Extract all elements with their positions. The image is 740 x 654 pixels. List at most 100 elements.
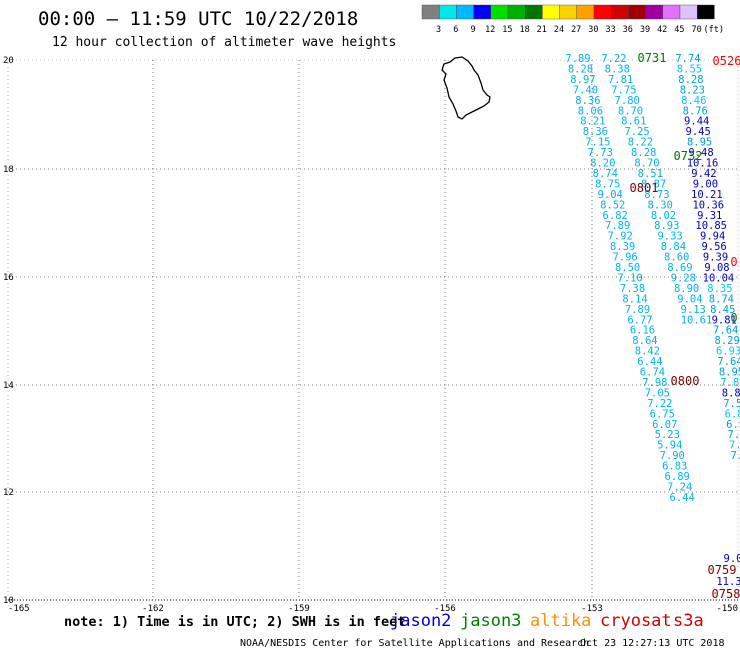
footer-timestamp: Oct 23 12:27:13 UTC 2018 [580,638,725,649]
pass-time-label: 0759 [708,563,737,577]
wave-height-value: 9.56 [701,241,726,253]
wave-height-value: 7.51 [723,398,740,410]
wave-height-value: 10.21 [691,189,723,201]
altimeter-tracks: 7.898.288.977.408.368.068.218.367.157.73… [565,51,740,601]
satellite-legend-cryosat: cryosat [600,611,672,631]
pass-time-label: 0800 [671,374,700,388]
wave-height-value: 8.70 [634,158,659,170]
scale-label: 42 [657,25,667,35]
wave-height-value: 7.74 [675,53,700,65]
satellite-legend-jason3: jason3 [460,611,521,631]
x-tick-label: -165 [8,604,30,614]
wave-height-value: 7.92 [608,231,633,243]
wave-height-value: 8.93 [654,220,679,232]
wave-height-value: 7.75 [611,84,636,96]
note-text: note: 1) Time is in UTC; 2) SWH is in fe… [64,614,405,630]
wave-height-value: 8.97 [570,74,595,86]
pass-time-label: 0731 [638,51,667,65]
wave-height-value: 8.73 [644,189,669,201]
wave-height-value: 7.25 [624,126,649,138]
wave-height-value: 8.75 [595,178,620,190]
wave-height-value: 9.81 [712,314,737,326]
wave-height-value: 6.44 [637,356,662,368]
scale-swatch [593,4,612,20]
wave-height-value: 8.21 [580,116,605,128]
wave-height-value: 8.74 [709,293,734,305]
wave-height-value: 9.31 [697,210,722,222]
footer-source: NOAA/NESDIS Center for Satellite Applica… [240,638,589,649]
satellite-legend-jason2: jason2 [390,611,451,631]
scale-label: 45 [674,25,684,35]
satellite-legend-altika: altika [530,611,591,631]
wave-height-value: 9.48 [688,147,713,159]
wave-height-value: 8.02 [651,210,676,222]
scale-label: 3 [436,25,441,35]
wave-height-value: 5.23 [655,429,680,441]
wave-height-value: 6.44 [670,492,695,504]
satellite-legend-s3a: s3a [673,611,704,631]
y-tick-label: 16 [3,273,14,283]
wave-height-value: 8.87 [641,178,666,190]
wave-height-value: 8.88 [722,387,740,399]
pass-time-label: 0801 [630,181,659,195]
wave-height-value: 11.3 [716,576,740,588]
wave-height-value: 8.36 [575,95,600,107]
scale-label: (ft) [704,25,724,35]
scale-label: 6 [453,25,458,35]
x-tick-label: -150 [716,604,738,614]
scale-label: 24 [554,25,564,35]
pass-time-label: 0 [730,311,737,325]
wave-height-value: 8.51 [638,168,663,180]
scale-label: 36 [623,25,633,35]
wave-height-value: 8.70 [618,105,643,117]
wave-height-value: 8.29 [715,335,740,347]
scale-label: 70 [691,25,701,35]
wave-height-value: 7.81 [608,74,633,86]
scale-label: 30 [588,25,598,35]
scale-label: 39 [640,25,650,35]
x-tick-label: -162 [142,604,164,614]
wave-height-value: 9.94 [700,231,725,243]
scale-swatch [628,4,646,20]
wave-height-value: 6.07 [652,419,677,431]
scale-swatch [645,4,663,20]
satellite-legend: jason2 jason3 altika cryosat s3a [390,611,704,631]
wave-height-value: 6.89 [725,408,740,420]
wave-height-value: 7.73 [588,147,613,159]
wave-height-value: 10.85 [695,220,727,232]
scale-label: 21 [537,25,547,35]
wave-height-value: 7.22 [601,53,626,65]
wave-height-value: 8.95 [687,137,712,149]
wave-height-value: 8.61 [621,116,646,128]
wave-height-value: 8.46 [681,95,706,107]
wave-height-value: 6.93 [716,346,740,358]
scale-label: 18 [519,25,529,35]
x-tick-label: -156 [434,604,456,614]
wave-height-value: 9.28 [671,272,696,284]
wave-height-value: 7.40 [573,84,598,96]
wave-height-value: 6.83 [662,461,687,473]
x-tick-label: -153 [581,604,603,614]
scale-swatch [456,4,474,20]
wave-height-value: 8.35 [707,283,732,295]
wave-height-value: 5.94 [657,440,682,452]
scale-swatch [679,4,698,20]
wave-height-value: 8.69 [667,262,692,274]
wave-height-value: 8.76 [683,105,708,117]
scale-swatch [576,4,595,20]
wave-height-value: 8.84 [661,241,686,253]
wave-height-value: 8.22 [628,137,653,149]
wave-height-value: 8.55 [677,63,702,75]
scale-label: 27 [571,25,581,35]
wave-height-value: 8.64 [632,335,657,347]
scale-swatch [697,4,715,20]
wave-height-value: 9.0 [724,553,740,565]
x-tick-label: -159 [288,604,310,614]
wave-height-value: 6.74 [640,367,665,379]
wave-height-value: 7.98 [642,377,667,389]
wave-height-value: 9.04 [598,189,623,201]
y-tick-label: 18 [3,165,14,175]
pass-time-label: 0526 [713,54,740,68]
wave-height-value: 7.37 [729,440,740,452]
